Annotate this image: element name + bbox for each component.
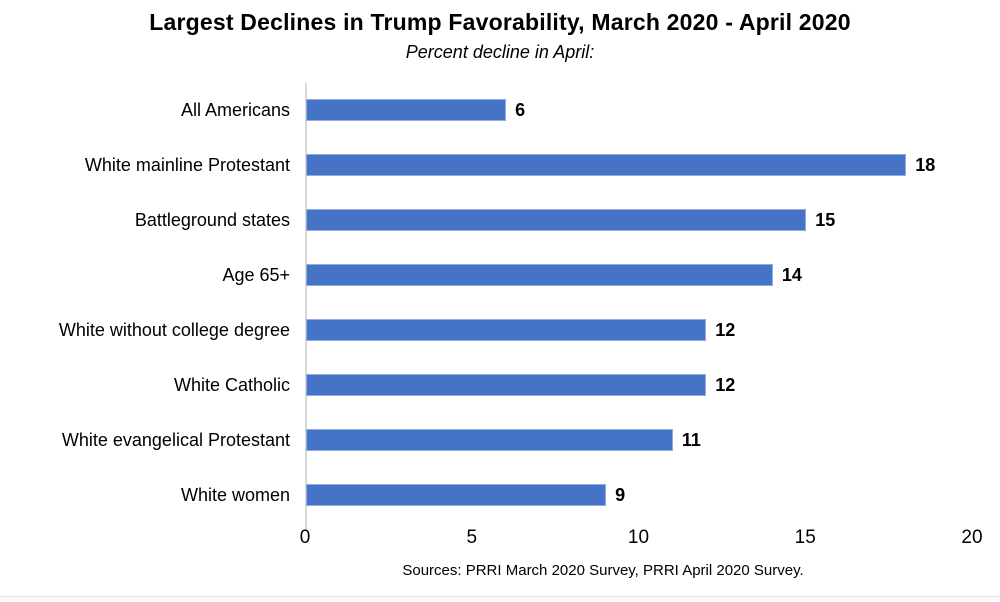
x-tick-label: 15 (794, 527, 816, 548)
x-tick-label: 20 (961, 527, 983, 548)
window-bottom-strip (0, 597, 1000, 602)
bar-row: White without college degree 12 (0, 303, 1000, 358)
bar (306, 264, 773, 286)
bar-row: White evangelical Protestant 11 (0, 413, 1000, 468)
bar-row: Battleground states 15 (0, 193, 1000, 248)
value-label: 15 (815, 210, 836, 230)
value-label: 12 (715, 375, 736, 395)
value-label: 12 (715, 320, 736, 340)
y-axis-line (305, 83, 307, 530)
bar (306, 209, 807, 231)
x-tick-label: 10 (627, 527, 650, 548)
category-label: All Americans (180, 100, 290, 120)
category-label: White without college degree (58, 320, 290, 340)
category-label: Battleground states (134, 210, 290, 230)
bar-row: White women 9 (0, 468, 1000, 523)
value-label: 18 (915, 155, 936, 175)
category-label: Age 65+ (222, 265, 290, 285)
bar-row: White Catholic 12 (0, 358, 1000, 413)
x-tick-label: 0 (299, 527, 311, 548)
bar (306, 319, 707, 341)
bar-row: All Americans 6 (0, 83, 1000, 138)
bar (306, 99, 507, 121)
x-tick-label: 5 (466, 527, 478, 548)
category-label: White Catholic (173, 375, 290, 395)
chart-subtitle: Percent decline in April: (405, 42, 595, 62)
category-label: White women (180, 485, 290, 505)
category-label: White mainline Protestant (84, 155, 290, 175)
chart-title: Largest Declines in Trump Favorability, … (149, 9, 851, 35)
bar (306, 154, 907, 176)
value-label: 11 (681, 430, 701, 450)
value-label: 9 (615, 485, 626, 505)
bar-chart-plot: All Americans 6 White mainline Protestant 1… (0, 83, 1000, 530)
bar (306, 429, 673, 451)
bar (306, 374, 707, 396)
value-label: 6 (515, 100, 526, 120)
category-label: White evangelical Protestant (61, 430, 290, 450)
value-label: 14 (781, 265, 802, 285)
window-bottom-border (0, 596, 1000, 597)
bar-row: White mainline Protestant 18 (0, 138, 1000, 193)
bar-row: Age 65+ 14 (0, 248, 1000, 303)
source-note: Sources: PRRI March 2020 Survey, PRRI Ap… (402, 562, 804, 579)
bar (306, 484, 607, 506)
